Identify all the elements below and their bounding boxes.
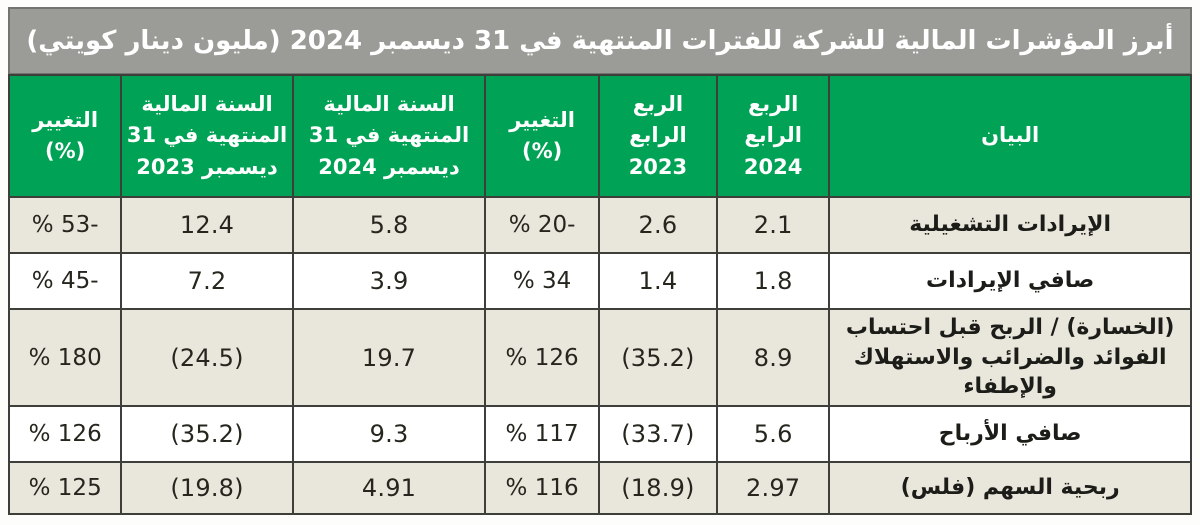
cell-fy-2023: 12.4: [120, 196, 294, 254]
column-header-fy-2023: السنة المالية المنتهية في 31 ديسمبر 2023: [120, 74, 294, 198]
cell-item: الإيرادات التشغيلية: [828, 196, 1192, 254]
cell-fy-2023: (24.5): [120, 307, 294, 408]
cell-change-quarter: -20 %: [484, 196, 600, 254]
cell-q4-2024: 1.8: [716, 252, 831, 310]
cell-change-year: 125 %: [7, 461, 123, 516]
cell-q4-2023: (18.9): [597, 461, 719, 516]
cell-change-year: 180 %: [7, 307, 123, 408]
table-row-operating-revenues: الإيرادات التشغيلية 2.1 2.6 -20 % 5.8 12…: [7, 196, 1192, 254]
table-row-net-revenues: صافي الإيرادات 1.8 1.4 34 % 3.9 7.2 -45 …: [7, 252, 1192, 310]
cell-change-year: -53 %: [7, 196, 123, 254]
cell-change-quarter: 116 %: [484, 461, 600, 516]
cell-fy-2024: 19.7: [291, 307, 487, 408]
cell-fy-2024: 9.3: [291, 405, 487, 464]
cell-change-quarter: 126 %: [484, 307, 600, 408]
cell-item: صافي الأرباح: [828, 405, 1192, 464]
financial-highlights-table: البيان الربع الرابع 2024 الربع الرابع 20…: [7, 74, 1192, 516]
cell-q4-2023: (33.7): [597, 405, 719, 464]
cell-q4-2023: (35.2): [597, 307, 719, 408]
column-header-change-year: التغيير (%): [7, 74, 123, 198]
cell-q4-2023: 1.4: [597, 252, 719, 310]
cell-fy-2023: 7.2: [120, 252, 294, 310]
cell-change-year: -45 %: [7, 252, 123, 310]
cell-change-quarter: 117 %: [484, 405, 600, 464]
cell-q4-2023: 2.6: [597, 196, 719, 254]
cell-fy-2024: 3.9: [291, 252, 487, 310]
cell-fy-2023: (35.2): [120, 405, 294, 464]
column-header-change-quarter: التغيير (%): [484, 74, 600, 198]
column-header-item: البيان: [828, 74, 1192, 198]
table-row-net-profit: صافي الأرباح 5.6 (33.7) 117 % 9.3 (35.2)…: [7, 405, 1192, 464]
cell-item: ربحية السهم (فلس): [828, 461, 1192, 516]
cell-change-year: 126 %: [7, 405, 123, 464]
cell-q4-2024: 2.1: [716, 196, 831, 254]
table-row-ebitda: (الخسارة) / الربح قبل احتساب الفوائد وال…: [7, 307, 1192, 408]
cell-q4-2024: 8.9: [716, 307, 831, 408]
cell-fy-2023: (19.8): [120, 461, 294, 516]
table-header-row: البيان الربع الرابع 2024 الربع الرابع 20…: [7, 74, 1192, 198]
document-title: أبرز المؤشرات المالية للشركة للفترات الم…: [26, 25, 1174, 56]
cell-q4-2024: 2.97: [716, 461, 831, 516]
column-header-q4-2024: الربع الرابع 2024: [716, 74, 831, 198]
column-header-fy-2024: السنة المالية المنتهية في 31 ديسمبر 2024: [291, 74, 487, 198]
column-header-q4-2023: الربع الرابع 2023: [597, 74, 719, 198]
document-title-bar: أبرز المؤشرات المالية للشركة للفترات الم…: [8, 7, 1192, 74]
cell-change-quarter: 34 %: [484, 252, 600, 310]
table-row-eps: ربحية السهم (فلس) 2.97 (18.9) 116 % 4.91…: [7, 461, 1192, 516]
cell-item: صافي الإيرادات: [828, 252, 1192, 310]
cell-q4-2024: 5.6: [716, 405, 831, 464]
cell-fy-2024: 4.91: [291, 461, 487, 516]
cell-item: (الخسارة) / الربح قبل احتساب الفوائد وال…: [828, 307, 1192, 408]
cell-fy-2024: 5.8: [291, 196, 487, 254]
